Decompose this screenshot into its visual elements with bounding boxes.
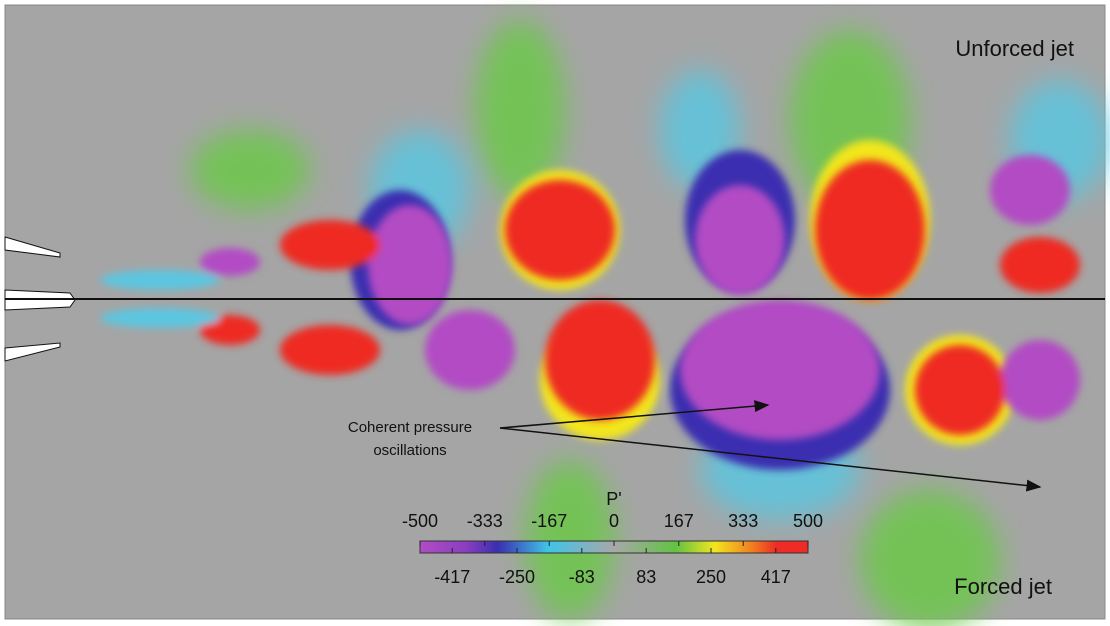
tick-label: 83 bbox=[636, 567, 656, 587]
bottom-label: Forced jet bbox=[954, 574, 1052, 599]
tick-label: 0 bbox=[609, 511, 619, 531]
tick-label: -500 bbox=[402, 511, 438, 531]
tick-label: 417 bbox=[761, 567, 791, 587]
pressure-field bbox=[100, 20, 1110, 626]
colorbar: P' -500 -333 -167 0 167 333 500 -417 -250 -83 83 25… bbox=[402, 489, 823, 587]
tick-label: -83 bbox=[569, 567, 595, 587]
arrow bbox=[499, 400, 770, 429]
tick-label: 167 bbox=[664, 511, 694, 531]
annotation: Coherent pressure bbox=[348, 419, 472, 436]
arrow bbox=[499, 427, 1042, 492]
tick-label: 500 bbox=[793, 511, 823, 531]
colorbar-title: P' bbox=[606, 489, 621, 509]
tick-label: -333 bbox=[467, 511, 503, 531]
tick-label: -167 bbox=[531, 511, 567, 531]
tick-label: 333 bbox=[728, 511, 758, 531]
tick-label: -250 bbox=[499, 567, 535, 587]
annotation: oscillations bbox=[373, 442, 446, 459]
tick-label: 250 bbox=[696, 567, 726, 587]
tick-label: -417 bbox=[434, 567, 470, 587]
top-label: Unforced jet bbox=[955, 36, 1074, 61]
